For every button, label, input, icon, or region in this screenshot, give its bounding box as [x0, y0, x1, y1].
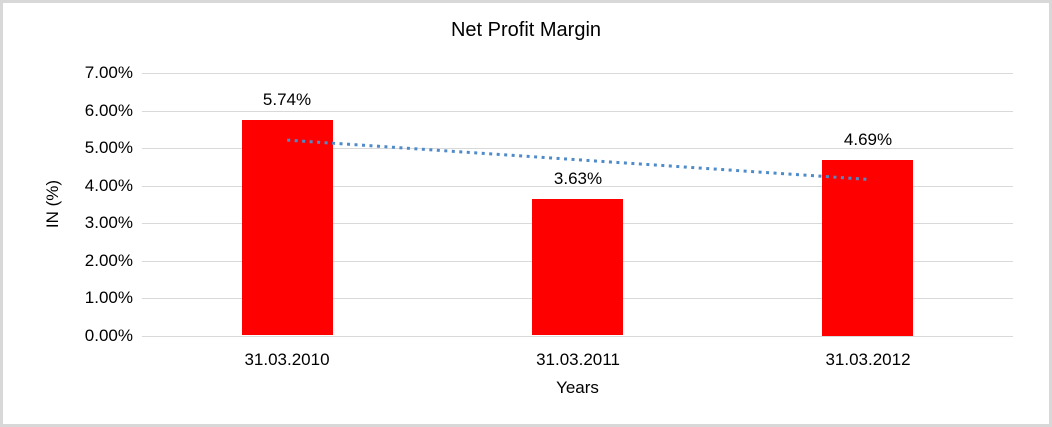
gridline — [142, 73, 1013, 74]
y-tick-label: 5.00% — [84, 138, 133, 157]
y-tick-label: 6.00% — [84, 101, 133, 120]
y-tick-label: 0.00% — [84, 326, 133, 345]
gridline — [142, 186, 1013, 187]
chart-title: Net Profit Margin — [450, 19, 602, 41]
y-axis-title: IN (%) — [43, 179, 62, 229]
bar — [242, 120, 333, 335]
gridline — [142, 336, 1013, 337]
x-tick-label: 31.03.2010 — [244, 350, 330, 369]
x-tick-label: 31.03.2012 — [825, 350, 911, 369]
y-tick-label: 4.00% — [84, 176, 133, 195]
bar — [532, 199, 623, 335]
y-tick-label: 1.00% — [84, 288, 133, 307]
gridline — [142, 111, 1013, 112]
x-axis-title: Years — [556, 378, 599, 397]
bar — [822, 160, 913, 336]
bar-value-label: 4.69% — [843, 130, 893, 149]
bar-value-label: 3.63% — [553, 169, 603, 188]
bar-value-label: 5.74% — [262, 90, 312, 109]
y-tick-label: 2.00% — [84, 251, 133, 270]
y-tick-label: 3.00% — [84, 213, 133, 232]
y-tick-label: 7.00% — [84, 63, 133, 82]
x-tick-label: 31.03.2011 — [536, 350, 620, 369]
